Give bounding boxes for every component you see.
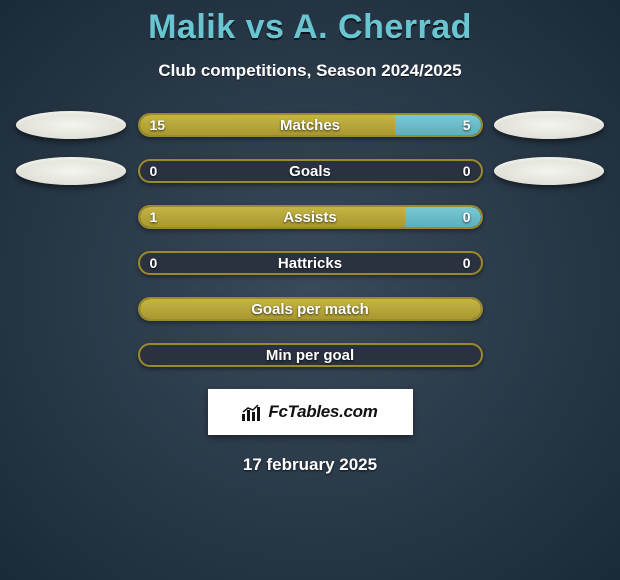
source-badge: FcTables.com (208, 389, 413, 435)
comparison-card: Malik vs A. Cherrad Club competitions, S… (0, 0, 620, 475)
date: 17 february 2025 (0, 455, 620, 475)
stat-label: Hattricks (140, 253, 481, 273)
page-title: Malik vs A. Cherrad (0, 8, 620, 47)
subtitle: Club competitions, Season 2024/2025 (0, 61, 620, 81)
chart-icon (242, 403, 262, 421)
player-badge-right (494, 111, 604, 139)
badge-text: FcTables.com (268, 402, 377, 422)
stat-bar: 00Hattricks (138, 251, 483, 275)
stat-label: Assists (140, 207, 481, 227)
player-badge-left (16, 157, 126, 185)
stat-label: Goals (140, 161, 481, 181)
stat-bar: 10Assists (138, 205, 483, 229)
stat-label: Matches (140, 115, 481, 135)
stat-label: Min per goal (140, 345, 481, 365)
stat-bar: Min per goal (138, 343, 483, 367)
stat-row: 00Hattricks (10, 251, 610, 275)
stat-bar: Goals per match (138, 297, 483, 321)
stat-row: 10Assists (10, 205, 610, 229)
player-badge-left (16, 111, 126, 139)
stat-row: 155Matches (10, 113, 610, 137)
stat-row: 00Goals (10, 159, 610, 183)
stat-row: Goals per match (10, 297, 610, 321)
stat-bar: 155Matches (138, 113, 483, 137)
stat-row: Min per goal (10, 343, 610, 367)
player-badge-right (494, 157, 604, 185)
stats-area: 155Matches 00Goals 10Assists 00Hattricks Goa… (0, 113, 620, 367)
stat-label: Goals per match (140, 299, 481, 319)
stat-bar: 00Goals (138, 159, 483, 183)
